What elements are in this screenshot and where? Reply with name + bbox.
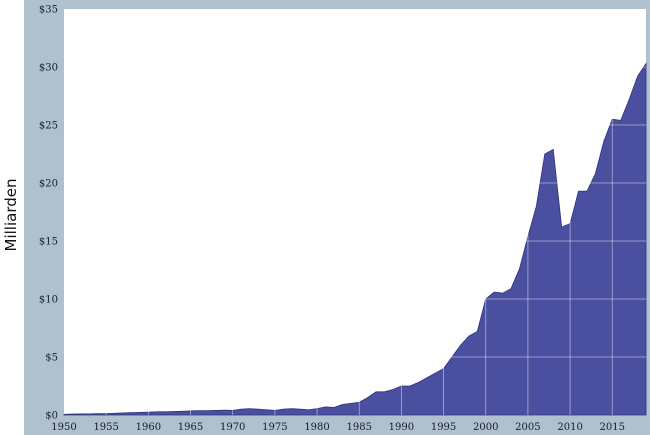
y-tick-label: $5 [45, 353, 58, 364]
x-tick-label: 1990 [389, 422, 414, 433]
x-tick-label: 1965 [178, 422, 203, 433]
y-tick-label: $20 [39, 179, 58, 190]
x-tick-label: 2005 [515, 422, 540, 433]
x-tick-label: 1995 [431, 422, 456, 433]
x-tick-label: 2010 [557, 422, 582, 433]
x-tick-label: 1960 [136, 422, 161, 433]
x-tick-label: 2000 [473, 422, 498, 433]
x-tick-label: 1955 [93, 422, 118, 433]
x-tick-label: 1985 [346, 422, 371, 433]
y-tick-label: $0 [45, 411, 58, 422]
x-tick-label: 1970 [220, 422, 245, 433]
y-tick-label: $10 [39, 295, 58, 306]
y-axis-ticks: $0 $5 $10 $15 $20 $25 $30 $35 [39, 5, 58, 422]
x-tick-label: 1950 [51, 422, 76, 433]
x-axis-ticks: 1950 1955 1960 1965 1970 1975 1980 1985 1990 1995… [51, 422, 625, 433]
y-tick-label: $15 [39, 237, 58, 248]
x-tick-label: 1975 [262, 422, 287, 433]
x-tick-label: 2015 [600, 422, 625, 433]
x-tick-label: 1980 [304, 422, 329, 433]
y-tick-label: $35 [39, 5, 58, 16]
y-tick-label: $25 [39, 121, 58, 132]
gridlines [64, 9, 646, 415]
y-tick-label: $30 [39, 63, 58, 74]
